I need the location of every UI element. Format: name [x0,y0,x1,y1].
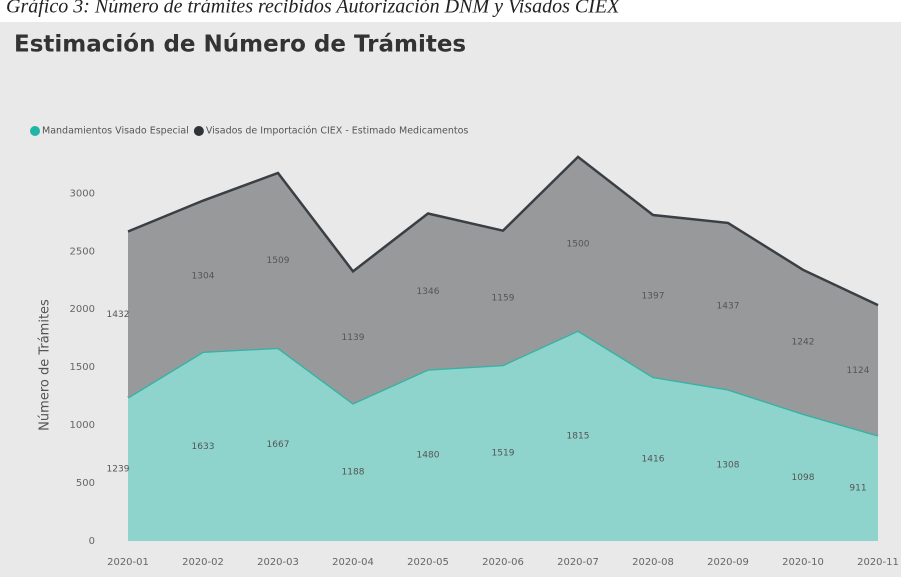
y-axis-label: Número de Trámites [38,299,53,431]
legend-marker [30,126,40,136]
y-tick-label: 500 [76,478,95,489]
y-tick-label: 1500 [70,362,95,373]
chart-title: Estimación de Número de Trámites [14,32,466,58]
data-label: 1480 [417,451,440,461]
data-label: 1633 [192,442,215,452]
data-label: 1188 [342,468,365,478]
data-label: 1124 [847,366,870,376]
y-tick-label: 3000 [70,188,95,199]
data-label: 1397 [642,291,665,301]
data-label: 1815 [567,431,590,441]
data-label: 1416 [642,454,665,464]
data-label: 1239 [107,465,130,475]
data-label: 1304 [192,272,215,282]
data-label: 1500 [567,239,590,249]
y-tick-label: 1000 [70,420,95,431]
data-label: 1437 [717,302,740,312]
x-tick-label: 2020-07 [557,557,599,568]
x-tick-label: 2020-02 [182,557,224,568]
x-tick-label: 2020-11 [857,557,899,568]
data-label: 1308 [717,461,740,471]
x-tick-label: 2020-05 [407,557,449,568]
data-label: 1159 [492,293,515,303]
data-label: 1346 [417,287,440,297]
line [127,155,879,307]
legend-label: Visados de Importación CIEX - Estimado M… [206,126,469,137]
y-tick-label: 0 [89,536,95,547]
y-tick-label: 2500 [70,246,95,257]
data-label: 1242 [792,337,815,347]
y-tick-label: 2000 [70,304,95,315]
area [128,156,878,436]
x-tick-label: 2020-01 [107,557,149,568]
x-tick-label: 2020-10 [782,557,824,568]
data-label: 911 [849,484,866,494]
caption: Gráfico 3: Número de trámites recibidos … [6,0,620,18]
x-tick-label: 2020-08 [632,557,674,568]
data-label: 1139 [342,333,365,343]
data-label: 1519 [492,448,515,458]
data-label: 1509 [267,256,290,266]
legend-label: Mandamientos Visado Especial [42,126,189,137]
data-label: 1667 [267,440,290,450]
data-label: 1432 [107,310,130,320]
x-tick-label: 2020-04 [332,557,374,568]
x-tick-label: 2020-09 [707,557,749,568]
data-label: 1098 [792,473,815,483]
legend-marker [193,126,204,136]
x-tick-label: 2020-03 [257,557,299,568]
x-tick-label: 2020-06 [482,557,524,568]
